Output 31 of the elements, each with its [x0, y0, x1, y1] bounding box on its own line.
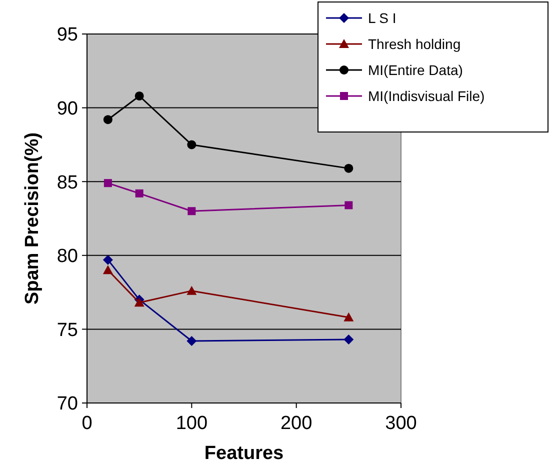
point [344, 312, 354, 322]
point [104, 179, 112, 188]
point [186, 286, 197, 295]
y-tick-label: 90 [56, 98, 78, 120]
x-tick-label: 100 [176, 413, 208, 434]
x-tick-label: 300 [385, 413, 417, 434]
legend-label: L S I [368, 10, 396, 26]
point [187, 140, 196, 150]
point [134, 91, 144, 100]
point [134, 298, 144, 307]
point [102, 265, 113, 274]
y-tick-label: 80 [56, 246, 78, 268]
legend-label: MI(Indisvisual File) [368, 88, 485, 104]
y-tick-label: 85 [56, 172, 78, 194]
legend-label: Thresh holding [368, 36, 461, 52]
point [135, 189, 144, 198]
point [103, 115, 112, 124]
point [344, 164, 354, 173]
y-tick-label: 70 [56, 394, 78, 415]
point [186, 336, 197, 346]
y-tick-label: 75 [56, 320, 78, 341]
x-axis-title: Features [204, 443, 284, 464]
point [102, 254, 113, 265]
x-tick-label: 200 [280, 413, 312, 434]
point [344, 201, 353, 210]
point [188, 207, 196, 216]
y-axis-title: Spam Precision(%) [22, 132, 43, 305]
x-tick-label: 0 [82, 413, 92, 434]
y-tick-label: 95 [56, 24, 78, 46]
legend-label: MI(Entire Data) [368, 62, 463, 78]
point [344, 334, 354, 345]
